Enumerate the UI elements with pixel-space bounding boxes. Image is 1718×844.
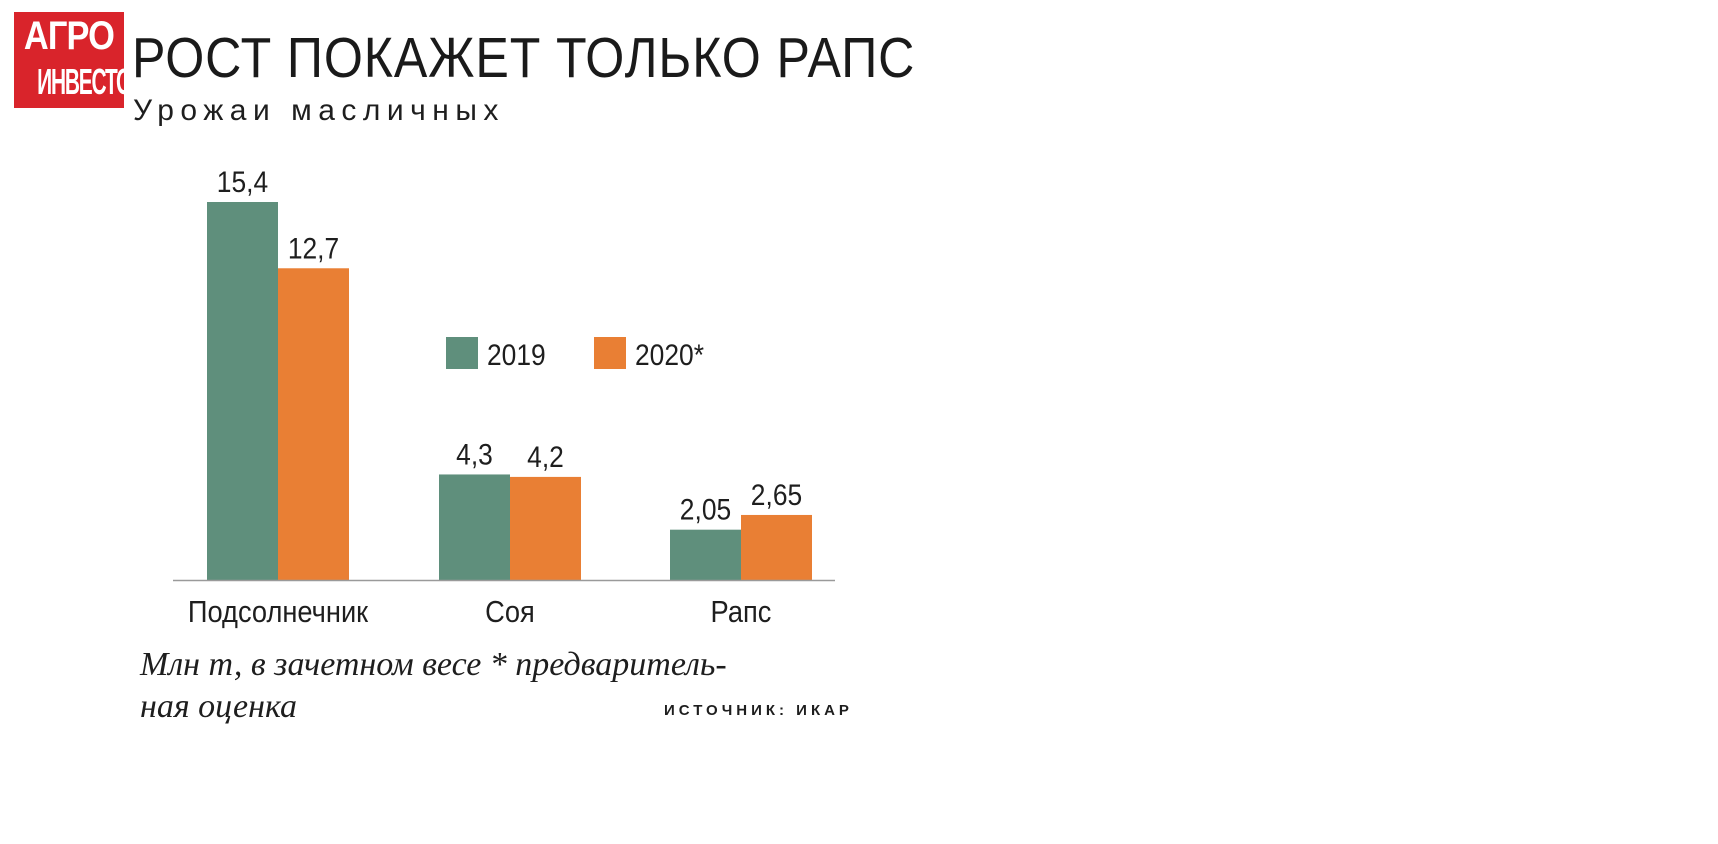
bar-соя-2019: [439, 474, 510, 580]
legend-swatch-2020: [594, 337, 626, 369]
value-label-подсолнечник-2019: 15,4: [217, 164, 268, 198]
value-label-рапс-2019: 2,05: [680, 492, 731, 526]
legend-label-2020: 2020*: [635, 337, 704, 371]
bar-соя-2020: [510, 476, 581, 580]
legend-label-2019: 2019: [487, 337, 546, 371]
legend-swatch-2019: [446, 337, 478, 369]
bar-рапс-2020: [741, 514, 812, 580]
units-note: Млн т, в зачетном весе * предваритель- н…: [140, 644, 880, 728]
value-label-рапс-2020: 2,65: [751, 477, 802, 511]
bar-chart: 15,4 12,7 4,3 4,2 2,05 2,65 Подсолнечник Соя Ра…: [173, 164, 835, 629]
category-label-соя: Соя: [485, 595, 535, 629]
category-label-подсолнечник: Подсолнечник: [188, 595, 368, 629]
bar-подсолнечник-2020: [278, 268, 349, 580]
value-labels-group: 15,4 12,7 4,3 4,2 2,05 2,65: [217, 164, 802, 526]
chart-subtitle: Урожаи масличных: [133, 94, 505, 127]
value-label-соя-2020: 4,2: [527, 439, 564, 473]
source-credit: ИСТОЧНИК: ИКАР: [664, 702, 853, 719]
chart-legend: 2019 2020*: [446, 337, 704, 371]
bars-group: [207, 202, 812, 580]
value-label-подсолнечник-2020: 12,7: [288, 231, 339, 265]
bar-рапс-2019: [670, 529, 741, 580]
value-label-соя-2019: 4,3: [456, 437, 493, 471]
category-labels-group: Подсолнечник Соя Рапс: [188, 595, 772, 629]
bar-подсолнечник-2019: [207, 202, 278, 580]
chart-title: РОСТ ПОКАЖЕТ ТОЛЬКО РАПС: [132, 26, 916, 90]
logo-line-1: АГРО: [23, 14, 115, 58]
units-note-text: Млн т, в зачетном весе * предваритель- н…: [140, 646, 727, 725]
category-label-рапс: Рапс: [711, 595, 772, 629]
